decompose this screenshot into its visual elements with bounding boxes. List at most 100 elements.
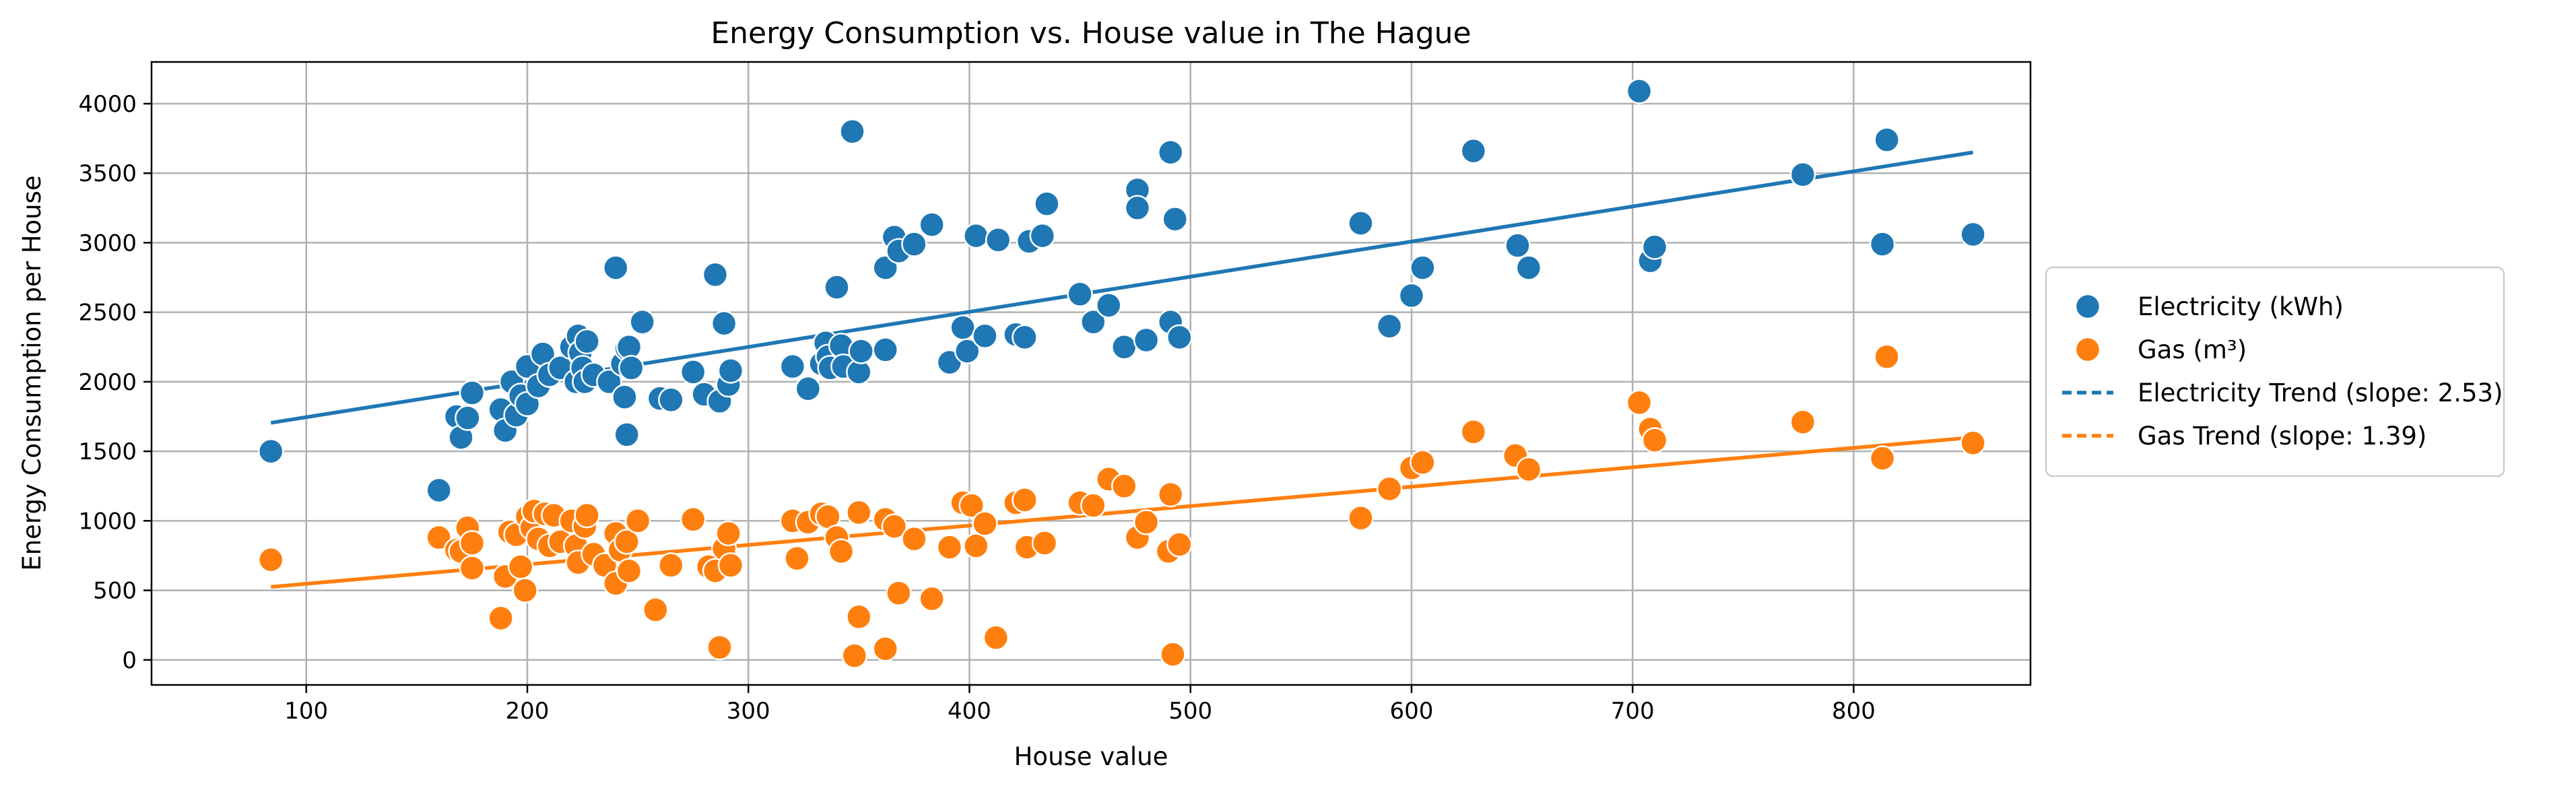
point-series-0	[596, 368, 622, 395]
point-series-1	[886, 580, 912, 606]
x-tick-label: 400	[948, 698, 991, 725]
point-series-0	[872, 337, 898, 363]
plot-frame	[150, 61, 2032, 686]
legend-marker-0	[2074, 293, 2101, 320]
point-series-0	[795, 375, 822, 402]
point-series-0	[1133, 327, 1160, 354]
point-series-1	[1869, 445, 1896, 471]
x-tick-label: 100	[284, 698, 328, 725]
point-series-0	[1641, 234, 1668, 260]
point-series-0	[824, 274, 850, 300]
point-series-1	[488, 605, 514, 632]
point-series-0	[603, 255, 629, 281]
point-series-0	[717, 358, 744, 384]
point-series-1	[983, 624, 1010, 651]
point-series-0	[1029, 222, 1056, 249]
point-series-0	[848, 338, 874, 364]
point-series-1	[624, 508, 651, 534]
point-series-0	[612, 384, 638, 410]
y-tick-label: 500	[93, 578, 137, 605]
y-tick-label: 2500	[78, 300, 137, 327]
point-series-1	[881, 513, 908, 539]
point-series-0	[1505, 232, 1531, 259]
point-series-1	[715, 520, 741, 547]
point-series-0	[1410, 255, 1436, 281]
point-series-1	[658, 552, 684, 579]
point-series-0	[658, 387, 684, 413]
point-series-1	[1160, 641, 1186, 667]
point-series-0	[618, 354, 645, 381]
data-points	[257, 78, 1986, 669]
point-series-1	[958, 492, 985, 519]
point-series-0	[1034, 191, 1060, 217]
point-series-0	[1348, 210, 1374, 236]
point-series-1	[616, 558, 642, 584]
y-axis: 0 500 1000 1500 2000 2500 3000 3500 4000	[78, 91, 152, 674]
legend-box	[2045, 266, 2505, 477]
point-series-0	[1626, 78, 1653, 104]
point-series-0	[1460, 137, 1487, 164]
point-series-1	[1012, 487, 1038, 513]
point-series-0	[1080, 308, 1107, 335]
point-series-1	[426, 524, 452, 551]
point-series-0	[901, 231, 927, 257]
x-tick-label: 200	[506, 698, 550, 725]
point-series-0	[459, 380, 486, 406]
point-series-1	[846, 603, 872, 630]
point-series-0	[702, 261, 729, 288]
point-series-1	[1789, 409, 1816, 436]
point-series-1	[1410, 449, 1436, 475]
point-series-0	[1398, 282, 1425, 309]
point-series-0	[574, 328, 600, 355]
point-series-1	[901, 525, 927, 552]
point-series-1	[717, 552, 744, 579]
point-series-1	[919, 585, 945, 612]
point-series-0	[711, 310, 737, 337]
point-series-1	[1626, 389, 1653, 416]
x-axis-label: House value	[1014, 742, 1168, 771]
point-series-1	[1874, 343, 1900, 370]
point-series-1	[1460, 418, 1487, 445]
legend-entry-3: Gas Trend (slope: 1.39)	[2138, 422, 2426, 451]
point-series-0	[1067, 281, 1093, 308]
y-tick-label: 1000	[78, 508, 137, 535]
x-tick-label: 700	[1611, 698, 1655, 725]
y-tick-label: 2000	[78, 369, 137, 396]
point-series-1	[680, 506, 706, 533]
point-series-0	[839, 118, 865, 145]
x-tick-label: 600	[1389, 698, 1433, 725]
legend: Electricity (kWh) Gas (m³) Electricity Tre…	[2045, 266, 2505, 477]
x-tick-label: 800	[1832, 698, 1876, 725]
point-series-1	[972, 510, 998, 537]
point-series-0	[1012, 324, 1038, 351]
point-series-1	[459, 530, 486, 556]
point-series-1	[1348, 504, 1374, 531]
point-series-0	[614, 422, 640, 448]
point-series-1	[841, 642, 868, 669]
point-series-1	[1166, 531, 1193, 558]
point-series-1	[1133, 509, 1160, 535]
point-series-1	[257, 546, 284, 573]
trend-line-series-3	[271, 435, 1973, 589]
point-series-1	[963, 533, 989, 559]
point-series-1	[642, 597, 669, 623]
point-series-1	[1960, 430, 1986, 456]
point-series-0	[1960, 221, 1986, 248]
point-series-0	[455, 405, 481, 431]
point-series-0	[919, 211, 945, 238]
point-series-0	[1789, 161, 1816, 188]
point-series-0	[1874, 127, 1900, 153]
point-series-0	[963, 222, 989, 249]
point-series-0	[426, 477, 452, 504]
point-series-0	[1162, 206, 1188, 232]
x-tick-label: 500	[1168, 698, 1212, 725]
point-series-0	[257, 438, 284, 465]
y-tick-label: 4000	[78, 91, 137, 118]
point-series-1	[1157, 481, 1184, 508]
y-tick-label: 0	[122, 647, 137, 674]
point-series-1	[1641, 427, 1668, 453]
point-series-1	[459, 555, 486, 581]
point-series-1	[1111, 473, 1137, 499]
point-series-0	[954, 338, 981, 364]
point-series-1	[846, 499, 872, 526]
